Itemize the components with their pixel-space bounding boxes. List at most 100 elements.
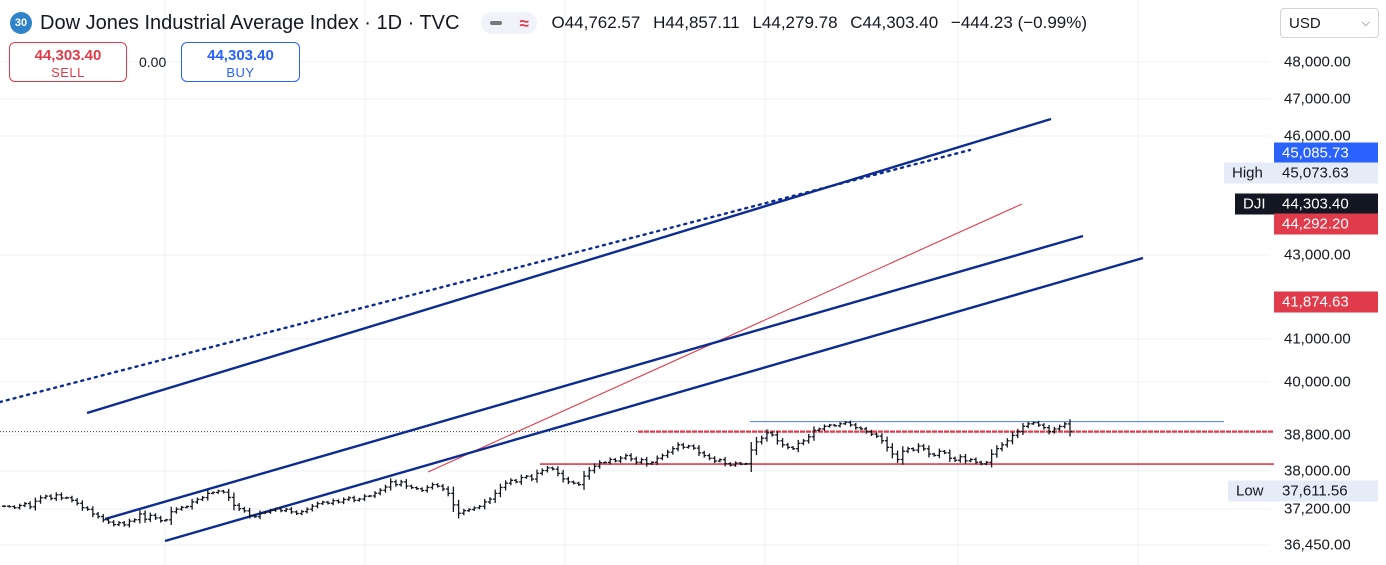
ohlc-bar (184, 505, 190, 509)
ohlc-bar (383, 484, 388, 493)
ohlc-bar (785, 442, 791, 450)
ohlc-bar (801, 438, 806, 446)
ohlc-bar (95, 511, 101, 519)
ohlc-bar (1025, 421, 1031, 429)
symbol-badge[interactable]: 30 (10, 12, 32, 34)
ohlc-bar (492, 489, 498, 503)
ohlc-bar (430, 482, 435, 490)
ohlc-bar (602, 461, 608, 464)
ohlc-bar (618, 456, 623, 464)
ohlc-bar (560, 469, 566, 483)
ohlc-bar (978, 460, 984, 466)
chevron-down-icon: ⌵ (1361, 17, 1370, 29)
ohlc-bar (331, 498, 336, 506)
ohlc-bar (733, 461, 738, 467)
ohlc-bar (195, 497, 200, 504)
ohlc-bar (696, 445, 702, 456)
ohlc-bar (43, 494, 49, 500)
ohlc-bar (257, 510, 263, 520)
high-value: H44,857.11 (653, 13, 740, 32)
ohlc-bar (984, 460, 989, 466)
buy-button[interactable]: 44,303.40 BUY (181, 42, 300, 82)
ohlc-bar (754, 436, 759, 456)
last-price-tag: 44,303.40 (1274, 193, 1378, 215)
ohlc-bar (425, 485, 430, 493)
ohlc-bar (916, 443, 921, 453)
ohlc-bar (937, 448, 942, 459)
ohlc-bar (832, 424, 838, 427)
ohlc-bar (451, 486, 456, 512)
currency-value: USD (1289, 14, 1321, 32)
ohlc-bar (116, 521, 122, 527)
ohlc-bar (921, 443, 926, 451)
ohlc-bar (59, 492, 64, 501)
wave-icon: ≈ (519, 13, 529, 33)
ohlc-bar (508, 478, 514, 486)
ohlc-bar (947, 449, 953, 462)
ohlc-bar (691, 444, 696, 450)
ohlc-bar (17, 503, 22, 510)
ohlc-bar (90, 506, 96, 518)
ohlc-bar (503, 480, 508, 491)
ohlc-bar (472, 506, 477, 511)
ohlc-bar (550, 466, 555, 471)
ohlc-bar (581, 470, 587, 490)
ohlc-bar (994, 445, 1000, 458)
ohlc-bar (519, 474, 524, 485)
ohlc-bar (942, 450, 947, 455)
ohlc-readout: O44,762.57 H44,857.11 L44,279.78 C44,303… (551, 13, 1087, 33)
axis-tick: 43,000.00 (1284, 246, 1351, 264)
ohlc-bar (336, 499, 341, 504)
symbol-title[interactable]: Dow Jones Industrial Average Index · 1D … (40, 11, 460, 34)
axis-tick: 38,000.00 (1284, 462, 1351, 480)
ohlc-bar (1005, 438, 1010, 448)
ohlc-bar (226, 488, 231, 501)
ohlc-bar (252, 513, 258, 519)
ohlc-bar (278, 507, 284, 513)
sell-label: SELL (51, 65, 85, 80)
low-value: L44,279.78 (752, 13, 838, 32)
ohlc-bar (634, 456, 639, 465)
ohlc-bars (1, 419, 1073, 528)
ohlc-bar (597, 460, 602, 469)
ohlc-bar (482, 498, 487, 510)
ohlc-bar (325, 500, 331, 505)
ohlc-bar (477, 504, 482, 510)
ohlc-bar (853, 422, 858, 430)
ohlc-bar (968, 458, 973, 463)
ohlc-bar (513, 478, 519, 484)
sell-button[interactable]: 44,303.40 SELL (9, 42, 127, 82)
ohlc-bar (101, 514, 106, 523)
ohlc-bar (607, 457, 613, 465)
ohlc-bar (205, 490, 210, 501)
ohlc-bar (540, 468, 545, 476)
dji-label-tag: DJI (1235, 193, 1274, 215)
ohlc-bar (931, 452, 937, 457)
ohlc-bar (357, 497, 362, 502)
ohlc-bar (837, 422, 843, 428)
ohlc-bar (315, 501, 320, 509)
ohlc-bar (796, 439, 801, 453)
ohlc-bar (743, 462, 749, 466)
ohlc-bar (174, 507, 179, 514)
status-pill[interactable]: ≈ (481, 12, 538, 34)
ohlc-bar (1020, 423, 1026, 435)
chart-header: 30 Dow Jones Industrial Average Index · … (10, 8, 1087, 38)
ohlc-bar (848, 420, 853, 427)
ohlc-bar (1015, 428, 1020, 439)
ohlc-bar (858, 426, 864, 431)
ohlc-bar (153, 513, 158, 520)
ohlc-bar (435, 483, 440, 488)
ohlc-bar (487, 497, 493, 505)
ohlc-bar (665, 449, 670, 458)
ohlc-bar (64, 496, 69, 500)
ohlc-bar (822, 424, 827, 431)
ohlc-bar (362, 494, 367, 502)
ohlc-bar (158, 515, 163, 523)
ohlc-bar (963, 453, 968, 464)
currency-select[interactable]: USD ⌵ (1280, 8, 1379, 38)
ohlc-bar (529, 474, 534, 482)
ohlc-bar (132, 518, 137, 523)
ohlc-bar (623, 453, 629, 461)
